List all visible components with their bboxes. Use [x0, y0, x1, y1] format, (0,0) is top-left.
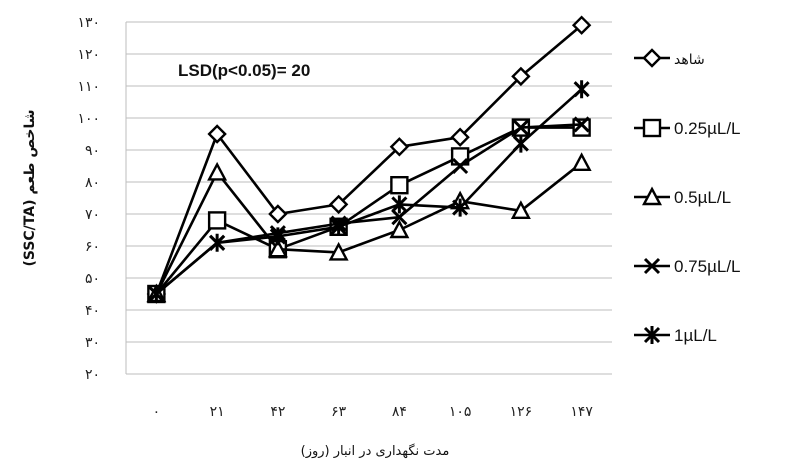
- legend-item: 1µL/L: [634, 326, 717, 345]
- x-tick-label: ۱۰۵: [449, 404, 472, 420]
- data-point: [511, 66, 531, 87]
- y-tick-label: ۲۰: [85, 367, 100, 383]
- data-point: [572, 118, 591, 137]
- data-point: [207, 211, 227, 230]
- y-tick-label: ۶۰: [85, 239, 100, 255]
- series-line: [155, 161, 583, 295]
- series-1: [146, 15, 592, 304]
- series-line: [155, 24, 583, 295]
- data-point: [389, 219, 410, 239]
- star-marker-icon: [643, 326, 661, 344]
- y-tick-label: ۱۳۰: [77, 15, 100, 31]
- series-3: [146, 152, 592, 303]
- data-point: [573, 80, 590, 99]
- data-point: [390, 175, 409, 195]
- data-point: [512, 134, 529, 153]
- legend-item: 0.75µL/L: [634, 257, 741, 276]
- gridlines: [125, 21, 612, 375]
- legend-label: 1µL/L: [674, 326, 717, 345]
- series-layer: [146, 15, 592, 304]
- legend-item: 0.25µL/L: [634, 118, 741, 138]
- data-point: [268, 204, 288, 224]
- square-marker-icon: [642, 118, 662, 138]
- legend-label: 0.75µL/L: [674, 257, 741, 276]
- lsd-annotation: LSD(p<0.05)= 20: [178, 61, 310, 80]
- legend-label: 0.5µL/L: [674, 188, 731, 207]
- y-tick-label: ۱۲۰: [77, 47, 100, 63]
- series-line: [155, 126, 582, 295]
- data-point: [389, 137, 410, 157]
- data-point: [269, 227, 286, 246]
- data-point: [510, 200, 531, 220]
- data-point: [207, 161, 228, 181]
- x-tick-label: ۱۲۶: [510, 404, 533, 420]
- legend-label: شاهد: [674, 52, 705, 68]
- diamond-marker-icon: [642, 48, 662, 68]
- x-marker-icon: [643, 257, 661, 275]
- data-point: [450, 127, 470, 147]
- triangle-marker-icon: [642, 186, 662, 206]
- y-tick-label: ۳۰: [85, 335, 100, 351]
- x-axis-title: مدت نگهداری در انبار (روز): [301, 443, 450, 459]
- data-point: [207, 124, 227, 144]
- x-tick-label: ۱۴۷: [570, 404, 593, 420]
- y-tick-label: ۱۱۰: [77, 79, 100, 95]
- data-point: [209, 233, 226, 252]
- data-point: [391, 209, 408, 226]
- x-tick-label: ۲۱: [210, 404, 225, 420]
- data-point: [328, 241, 349, 261]
- data-point: [391, 195, 408, 214]
- data-point: [571, 15, 592, 35]
- x-tick-label: ۸۴: [392, 404, 407, 420]
- y-axis-title: شاخص طعم (SSC/TA): [22, 109, 38, 266]
- data-point: [512, 119, 529, 136]
- legend: شاهد 0.25µL/L 0.5µL/L 0.75µL/L 1µL/L: [634, 48, 741, 345]
- series-line: [155, 88, 583, 295]
- x-tick-label: ۰: [153, 404, 161, 420]
- data-point: [330, 217, 347, 236]
- x-tick-labels: ۰ ۲۱ ۴۲ ۶۳ ۸۴ ۱۰۵ ۱۲۶ ۱۴۷: [153, 404, 594, 420]
- legend-item: 0.5µL/L: [634, 186, 731, 207]
- y-tick-label: ۵۰: [85, 271, 100, 287]
- y-tick-label: ۸۰: [85, 175, 100, 191]
- data-point: [452, 198, 469, 217]
- series-5: [148, 80, 590, 303]
- data-point: [267, 238, 288, 258]
- data-point: [571, 152, 592, 172]
- y-tick-label: ۱۰۰: [77, 111, 100, 127]
- data-point: [328, 194, 349, 215]
- data-point: [148, 285, 165, 303]
- y-tick-label: ۹۰: [85, 143, 100, 159]
- legend-label: 0.25µL/L: [674, 119, 741, 138]
- data-point: [452, 157, 469, 175]
- y-tick-label: ۴۰: [85, 303, 100, 319]
- x-tick-label: ۶۳: [331, 404, 347, 420]
- legend-item: شاهد: [634, 48, 705, 68]
- data-point: [573, 116, 590, 133]
- y-tick-label: ۷۰: [85, 207, 100, 223]
- x-tick-label: ۴۲: [270, 404, 285, 420]
- y-tick-labels: ۲۰ ۳۰ ۴۰ ۵۰ ۶۰ ۷۰ ۸۰ ۹۰ ۱۰۰ ۱۱۰ ۱۲۰ ۱۳۰: [77, 15, 100, 383]
